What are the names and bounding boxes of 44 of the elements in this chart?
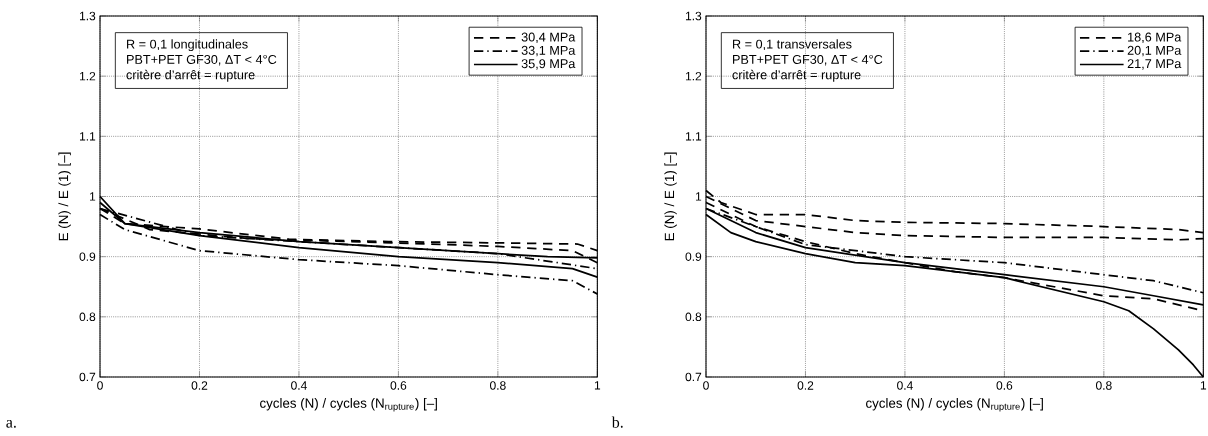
- annotation: critère d’arrêt = rupture: [126, 69, 255, 82]
- x-tick-label: 0: [703, 381, 709, 390]
- y-tick-label: 1.1: [79, 132, 96, 141]
- legend-label: 35,9 MPa: [521, 59, 576, 70]
- x-tick-label: 0.6: [390, 381, 407, 390]
- y-axis-title: E (N) / E (1) [–]: [58, 152, 71, 241]
- legend-label: 20,1 MPa: [1127, 45, 1182, 57]
- y-tick-label: 1.3: [685, 11, 702, 21]
- x-axis-title: cycles (N) / cycles (N$_{rupture}$) [–]: [260, 398, 437, 412]
- x-tick-label: 0.4: [291, 381, 307, 390]
- x-axis-title: cycles (N) / cycles (N$_{rupture}$) [–]: [866, 398, 1043, 412]
- y-tick-label: 0.7: [79, 372, 96, 382]
- y-tick-label: 0.9: [685, 252, 702, 261]
- y-tick-label: 0.8: [79, 312, 96, 322]
- y-tick-label: 0.9: [79, 252, 96, 261]
- legend-label: 30,4 MPa: [521, 32, 576, 44]
- x-tick-label: 0.2: [191, 381, 208, 390]
- x-tick-label: 0.2: [797, 381, 814, 390]
- x-tick-label: 0: [97, 381, 103, 390]
- x-tick-label: 1: [1200, 381, 1207, 390]
- x-tick-label: 0.6: [996, 381, 1013, 390]
- legend-label: 33,1 MPa: [521, 45, 576, 57]
- x-tick-label: 0.8: [1095, 381, 1112, 390]
- y-tick-label: 0.8: [685, 312, 702, 322]
- y-tick-label: 1: [90, 192, 96, 201]
- y-tick-label: 1: [695, 192, 702, 201]
- y-tick-label: 1.2: [79, 71, 96, 81]
- y-tick-label: 1.3: [79, 11, 96, 21]
- annotation: R = 0,1 transversales: [733, 39, 852, 51]
- y-tick-label: 0.7: [685, 372, 702, 382]
- text: a.: [6, 420, 16, 428]
- annotation: critère d’arrêt = rupture: [732, 69, 861, 82]
- x-tick-label: 1: [594, 381, 601, 390]
- y-axis-title: E (N) / E (1) [–]: [664, 152, 677, 241]
- annotation: PBT+PET GF30, ΔT < 4°C: [733, 54, 883, 66]
- x-tick-label: 0.8: [489, 381, 506, 390]
- y-tick-label: 1.2: [685, 71, 702, 81]
- legend-label: 21,7 MPa: [1127, 59, 1182, 70]
- annotation: PBT+PET GF30, ΔT < 4°C: [127, 54, 277, 66]
- annotation: R = 0,1 longitudinales: [127, 39, 248, 52]
- y-tick-label: 1.1: [685, 132, 702, 141]
- text: b.: [611, 416, 623, 428]
- legend-label: 18,6 MPa: [1128, 32, 1182, 44]
- x-tick-label: 0.4: [897, 381, 913, 390]
